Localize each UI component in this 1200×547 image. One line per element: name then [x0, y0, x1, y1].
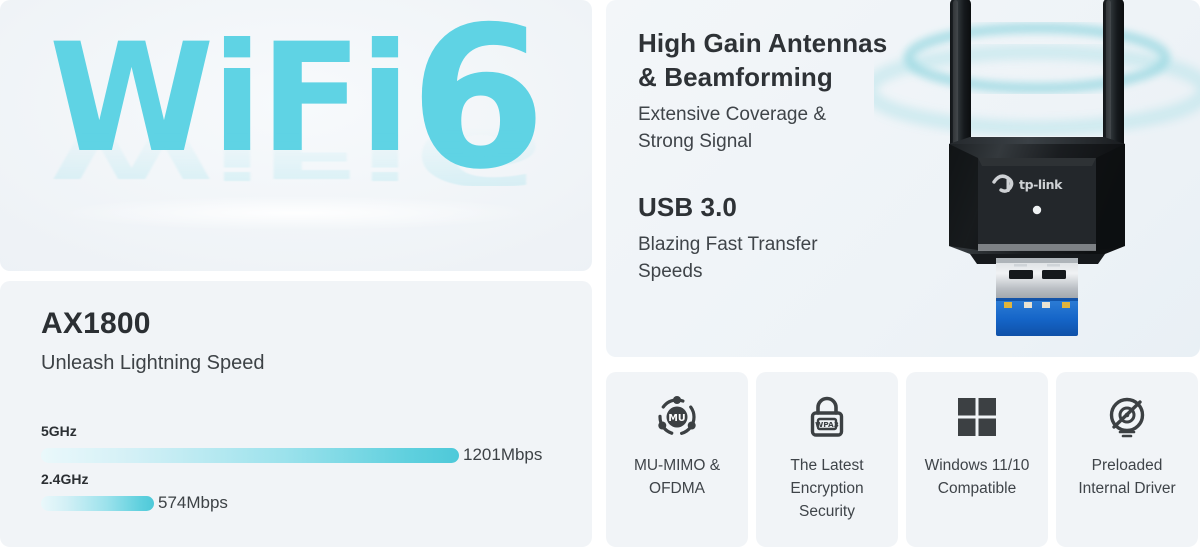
feature-card-label-line1: MU-MIMO &: [633, 457, 721, 474]
wifi6-logo: WiFi6: [0, 1, 592, 197]
wifi6-logo-group: WiFi6 WiFi6: [0, 0, 592, 271]
feature-card-label: MU-MIMO & OFDMA: [614, 454, 740, 500]
feature-card-label-line2: Internal Driver: [1078, 480, 1176, 497]
status-led-icon: [1032, 205, 1042, 215]
feature-card-label-line1: The Latest: [790, 457, 864, 474]
ax1800-title: AX1800: [41, 307, 151, 340]
wifi6-logo-numeral: 6: [409, 0, 546, 213]
adapter-body: tp-link: [949, 137, 1125, 264]
feature-heading: USB 3.0: [638, 190, 818, 224]
wpa3-icon-text: WPA3: [815, 420, 839, 429]
speed-band-row: 574Mbps: [41, 493, 228, 513]
speed-value-5ghz: 1201Mbps: [463, 445, 543, 464]
feature-card-driver[interactable]: Preloaded Internal Driver: [1056, 372, 1198, 547]
feature-body-line1: Blazing Fast Transfer: [638, 234, 818, 255]
windows-logo-icon: [906, 394, 1048, 440]
ax1800-speed-panel: AX1800 Unleash Lightning Speed 5GHz 1201…: [0, 281, 592, 547]
product-highlight-panel: High Gain Antennas & Beamforming Extensi…: [606, 0, 1200, 357]
no-disc-driver-icon: [1056, 394, 1198, 440]
speed-value-24ghz: 574Mbps: [158, 493, 228, 512]
feature-card-label-line3: Security: [799, 503, 855, 520]
mu-mimo-icon: MU: [606, 394, 748, 440]
beamforming-waves: [861, 21, 1200, 136]
feature-heading: High Gain Antennas & Beamforming: [638, 26, 887, 94]
speed-bar-5ghz: [41, 447, 459, 463]
speed-band-5ghz: 5GHz 1201Mbps: [41, 423, 542, 465]
feature-antennas: High Gain Antennas & Beamforming Extensi…: [638, 26, 887, 155]
wifi6-hero-panel: WiFi6 WiFi6: [0, 0, 592, 271]
speed-band-label: 2.4GHz: [41, 471, 89, 487]
adapter-illustration: tp-link: [861, 0, 1200, 336]
feature-card-label-line1: Windows 11/10: [924, 457, 1030, 474]
wpa3-padlock-icon: WPA3: [756, 394, 898, 440]
speed-band-row: 1201Mbps: [41, 445, 542, 465]
feature-heading-line1: High Gain Antennas: [638, 28, 888, 58]
feature-card-label-line2: OFDMA: [649, 480, 705, 497]
tp-link-wordmark-text: tp-link: [1019, 177, 1063, 192]
feature-card-label: The Latest Encryption Security: [764, 454, 890, 523]
speed-bar-24ghz: [41, 495, 154, 511]
ax1800-subtitle: Unleash Lightning Speed: [41, 352, 265, 374]
feature-card-label-line1: Preloaded: [1091, 457, 1163, 474]
speed-band-label: 5GHz: [41, 423, 77, 439]
usb3-connector: [996, 258, 1078, 336]
feature-body: Blazing Fast Transfer Speeds: [638, 231, 818, 285]
feature-body-line2: Strong Signal: [638, 131, 753, 152]
feature-card-label-line2: Compatible: [937, 480, 1017, 497]
usb-wifi-adapter-image: tp-link: [861, 0, 1200, 357]
tp-link-logo: tp-link: [992, 174, 1064, 193]
mu-mimo-icon-text: MU: [668, 413, 685, 424]
feature-heading-line1: USB 3.0: [638, 192, 737, 222]
feature-card-label: Windows 11/10 Compatible: [914, 454, 1040, 500]
feature-body-line1: Extensive Coverage &: [638, 104, 826, 125]
feature-card-mu-mimo[interactable]: MU MU-MIMO & OFDMA: [606, 372, 748, 547]
feature-body-line2: Speeds: [638, 261, 703, 282]
feature-card-label: Preloaded Internal Driver: [1064, 454, 1190, 500]
feature-card-label-line2: Encryption: [790, 480, 864, 497]
feature-card-windows[interactable]: Windows 11/10 Compatible: [906, 372, 1048, 547]
feature-heading-line2: & Beamforming: [638, 62, 833, 92]
speed-band-24ghz: 2.4GHz 574Mbps: [41, 471, 228, 513]
feature-body: Extensive Coverage & Strong Signal: [638, 101, 887, 155]
wifi6-logo-prefix: WiFi: [48, 12, 411, 186]
feature-card-wpa3[interactable]: WPA3 The Latest Encryption Security: [756, 372, 898, 547]
feature-usb3: USB 3.0 Blazing Fast Transfer Speeds: [638, 190, 818, 285]
